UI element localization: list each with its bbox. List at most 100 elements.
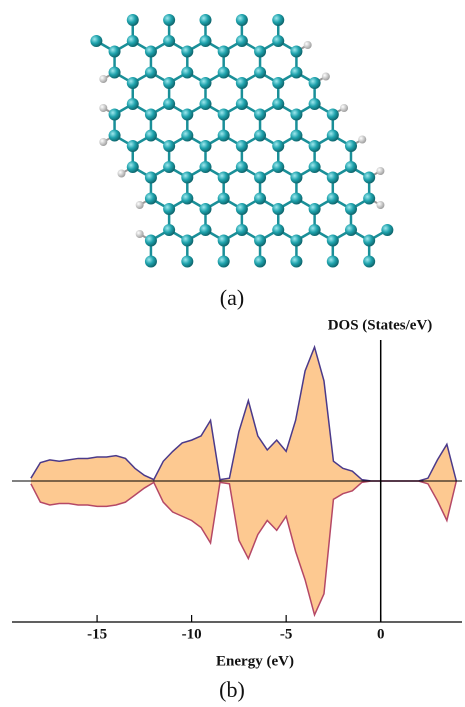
carbon-atom xyxy=(345,224,357,236)
carbon-atom xyxy=(127,14,139,26)
carbon-atom xyxy=(181,109,193,121)
carbon-atom xyxy=(327,256,339,268)
x-tick-label: -10 xyxy=(182,626,202,642)
carbon-atom xyxy=(309,224,321,236)
carbon-atom xyxy=(145,67,157,79)
carbon-atom xyxy=(163,140,175,152)
carbon-atom xyxy=(290,130,302,142)
carbon-atom xyxy=(309,98,321,110)
carbon-atom xyxy=(163,14,175,26)
hydrogen-atom xyxy=(136,230,144,238)
carbon-atom xyxy=(109,130,121,142)
carbon-atom xyxy=(272,140,284,152)
carbon-atom xyxy=(145,130,157,142)
carbon-atom xyxy=(309,203,321,215)
carbon-atom xyxy=(309,140,321,152)
carbon-atom xyxy=(90,35,102,47)
carbon-atom xyxy=(181,256,193,268)
carbon-atom xyxy=(199,224,211,236)
carbon-atom xyxy=(181,235,193,247)
molecule-structure xyxy=(90,14,393,268)
carbon-atom xyxy=(109,67,121,79)
carbon-atom xyxy=(254,193,266,205)
carbon-atom xyxy=(127,98,139,110)
carbon-atom xyxy=(290,172,302,184)
y-axis-label: DOS (States/eV) xyxy=(328,317,433,333)
carbon-atom xyxy=(163,161,175,173)
carbon-atom xyxy=(363,235,375,247)
carbon-atom xyxy=(236,98,248,110)
hydrogen-atom xyxy=(99,104,107,112)
carbon-atom xyxy=(290,256,302,268)
carbon-atom xyxy=(254,235,266,247)
carbon-atom xyxy=(290,235,302,247)
carbon-atom xyxy=(381,224,393,236)
carbon-atom xyxy=(236,140,248,152)
carbon-atom xyxy=(181,46,193,58)
carbon-atom xyxy=(363,172,375,184)
carbon-atom xyxy=(145,235,157,247)
carbon-atom xyxy=(145,256,157,268)
x-tick-label: -5 xyxy=(280,626,293,642)
carbon-atom xyxy=(127,140,139,152)
carbon-atom xyxy=(218,172,230,184)
carbon-atom xyxy=(218,130,230,142)
carbon-atom xyxy=(272,77,284,89)
carbon-atom xyxy=(199,14,211,26)
carbon-atom xyxy=(272,203,284,215)
carbon-atom xyxy=(236,203,248,215)
carbon-atom xyxy=(199,203,211,215)
x-axis-label: Energy (eV) xyxy=(216,653,294,669)
panel-label: (a) xyxy=(220,285,244,310)
hydrogen-atom xyxy=(358,136,366,144)
carbon-atom xyxy=(236,161,248,173)
carbon-atom xyxy=(163,35,175,47)
carbon-atom xyxy=(327,172,339,184)
carbon-atom xyxy=(218,235,230,247)
x-tick-label: 0 xyxy=(377,626,385,642)
carbon-atom xyxy=(290,67,302,79)
hydrogen-atom xyxy=(322,73,330,81)
hydrogen-atom xyxy=(340,104,348,112)
carbon-atom xyxy=(199,35,211,47)
carbon-atom xyxy=(236,14,248,26)
panel-label: (b) xyxy=(219,677,245,702)
hydrogen-atom xyxy=(376,167,384,175)
carbon-atom xyxy=(272,14,284,26)
carbon-atom xyxy=(345,140,357,152)
carbon-atom xyxy=(309,161,321,173)
carbon-atom xyxy=(363,256,375,268)
carbon-atom xyxy=(236,77,248,89)
hydrogen-atom xyxy=(136,201,144,209)
carbon-atom xyxy=(218,67,230,79)
carbon-atom xyxy=(145,46,157,58)
carbon-atom xyxy=(109,109,121,121)
carbon-atom xyxy=(218,256,230,268)
carbon-atom xyxy=(199,161,211,173)
hydrogen-atom xyxy=(117,170,125,178)
carbon-atom xyxy=(272,161,284,173)
carbon-atom xyxy=(199,98,211,110)
carbon-atom xyxy=(163,77,175,89)
carbon-atom xyxy=(290,109,302,121)
carbon-atom xyxy=(327,109,339,121)
carbon-atom xyxy=(254,46,266,58)
carbon-atom xyxy=(290,193,302,205)
carbon-atom xyxy=(327,193,339,205)
carbon-atom xyxy=(363,193,375,205)
carbon-atom xyxy=(199,140,211,152)
carbon-atom xyxy=(127,161,139,173)
carbon-atom xyxy=(163,224,175,236)
carbon-atom xyxy=(163,98,175,110)
carbon-atom xyxy=(254,109,266,121)
carbon-atom xyxy=(272,224,284,236)
x-tick-label: -15 xyxy=(87,626,107,642)
carbon-atom xyxy=(145,193,157,205)
carbon-atom xyxy=(254,130,266,142)
carbon-atom xyxy=(309,77,321,89)
carbon-atom xyxy=(236,35,248,47)
carbon-atom xyxy=(254,256,266,268)
carbon-atom xyxy=(327,130,339,142)
carbon-atom xyxy=(127,77,139,89)
hydrogen-atom xyxy=(99,75,107,83)
